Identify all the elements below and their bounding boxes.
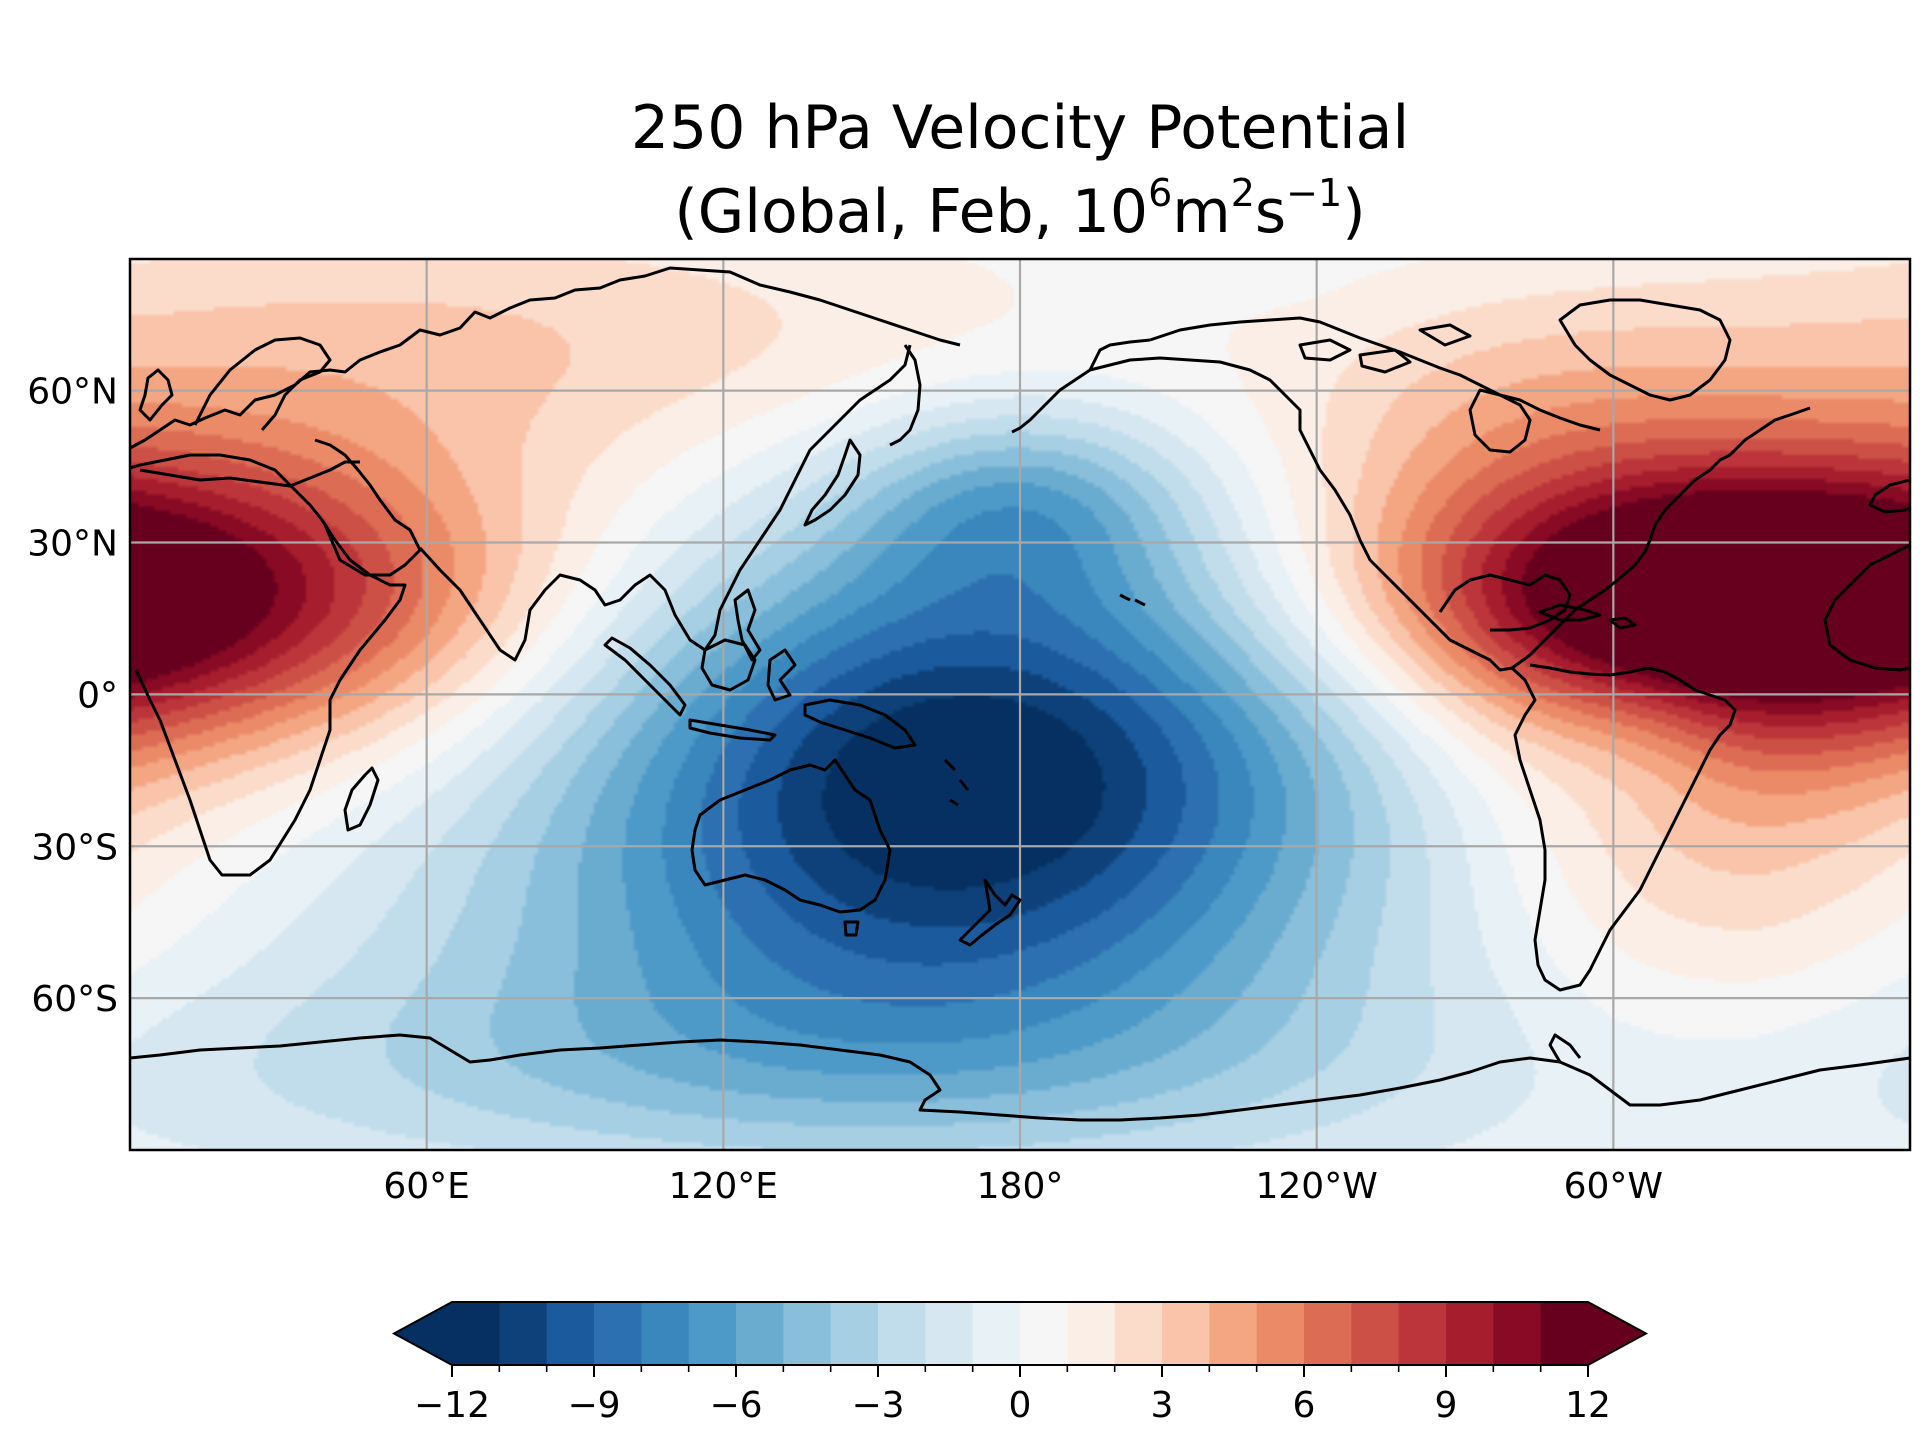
colorbar-segment — [641, 1302, 690, 1365]
coast-north-america — [1089, 356, 1811, 672]
coast-australia — [690, 758, 892, 914]
colorbar-extend-min — [394, 1302, 452, 1365]
colorbar-segment — [972, 1302, 1021, 1365]
coast-greenland — [1558, 298, 1732, 402]
colorbar-segment — [1493, 1302, 1542, 1365]
coast-java — [688, 718, 777, 742]
colorbar-segment — [925, 1302, 974, 1365]
colorbar-tick-label: −3 — [851, 1385, 904, 1426]
colorbar-segment — [1398, 1302, 1447, 1365]
coast-tasmania — [843, 920, 860, 937]
colorbar-segment — [830, 1302, 879, 1365]
colorbar-segment — [1304, 1302, 1352, 1365]
coast-europe — [130, 266, 961, 450]
coast-arabia — [314, 438, 422, 577]
coast-borneo — [700, 638, 757, 692]
coast-sumatra — [603, 636, 687, 717]
coast-antarctic-peninsula — [1548, 1033, 1582, 1063]
coast-new-guinea — [803, 698, 917, 750]
coast-kamchatka — [889, 344, 922, 447]
colorbar-tick-label: −12 — [414, 1385, 490, 1426]
lon-tick-label: 60°W — [1564, 1166, 1663, 1207]
colorbar-tick-label: 9 — [1435, 1385, 1458, 1426]
title-sup-2: 2 — [1231, 171, 1255, 215]
colorbar-segment — [546, 1302, 595, 1365]
coast-scandinavia — [193, 336, 332, 431]
colorbar: −12 −9 −6 −3 0 3 6 9 12 — [391, 1301, 1649, 1426]
colorbar-segment — [594, 1302, 642, 1365]
lon-tick-label: 60°E — [383, 1166, 470, 1207]
colorbar-segment — [499, 1302, 548, 1365]
lat-tick-label: 30°S — [31, 827, 118, 868]
chart-title-line2: (Global, Feb, 106m2s−1) — [674, 171, 1365, 247]
lat-tick-label: 30°N — [27, 524, 118, 565]
colorbar-tick-label: 0 — [1009, 1385, 1032, 1426]
coast-caribbean — [1538, 603, 1637, 630]
coast-antarctica — [130, 1033, 1910, 1122]
coast-japan — [803, 438, 862, 527]
colorbar-segment — [1446, 1302, 1494, 1365]
colorbar-tick-labels: −12 −9 −6 −3 0 3 6 9 12 — [414, 1365, 1611, 1426]
map-frame — [128, 257, 1912, 1152]
lon-tick-label: 180° — [977, 1166, 1064, 1207]
title-mid-1: m — [1172, 177, 1230, 247]
colorbar-segment — [878, 1302, 926, 1365]
coastlines — [130, 266, 1910, 1122]
coast-mediterranean — [139, 460, 360, 488]
title-sup-1: 6 — [1148, 171, 1172, 215]
colorbar-tick-label: 6 — [1293, 1385, 1316, 1426]
title-prefix: (Global, Feb, 10 — [674, 177, 1148, 247]
coast-iberia — [1868, 478, 1910, 514]
title-suffix: ) — [1342, 177, 1365, 247]
colorbar-segment — [688, 1302, 737, 1365]
colorbar-segment — [736, 1302, 784, 1365]
colorbar-tick-label: −6 — [709, 1385, 762, 1426]
coast-madagascar — [343, 766, 380, 832]
colorbar-segment — [1256, 1302, 1305, 1365]
coast-gulf — [1438, 573, 1572, 632]
coast-africa — [130, 453, 407, 877]
coast-arctic-canada — [1149, 316, 1601, 432]
colorbar-segment — [1020, 1302, 1068, 1365]
lat-tick-labels: 60°N 30°N 0° 30°S 60°S — [27, 372, 118, 1021]
lon-tick-labels: 60°E 120°E 180° 120°W 60°W — [383, 1166, 1663, 1207]
coast-sulawesi — [766, 648, 797, 702]
lat-tick-label: 60°N — [27, 372, 118, 413]
colorbar-segment — [1162, 1302, 1210, 1365]
title-sup-3: −1 — [1286, 171, 1342, 215]
colorbar-segment — [1067, 1302, 1116, 1365]
map-panel: 60°N30°N0°30°S60°S 60°E 120°E 180° 120°W 60°… — [27, 257, 1912, 1207]
coast-arctic-islands — [1298, 323, 1472, 374]
title-mid-2: s — [1255, 177, 1286, 247]
lat-tick-label: 60°S — [31, 979, 118, 1020]
colorbar-segment — [1540, 1302, 1589, 1365]
lon-tick-label: 120°E — [669, 1166, 778, 1207]
coast-south-america — [1510, 663, 1737, 992]
coast-new-zealand — [958, 878, 1022, 947]
colorbar-tick-label: 3 — [1151, 1385, 1174, 1426]
lat-tick-label: 0° — [77, 675, 118, 716]
lon-tick-label: 120°W — [1256, 1166, 1378, 1207]
coast-philippines — [733, 588, 762, 662]
coast-west-africa — [1823, 543, 1910, 672]
coast-south-asia — [418, 344, 912, 662]
coast-britain — [138, 368, 174, 422]
colorbar-segment — [1114, 1302, 1163, 1365]
coast-hudson-bay — [1468, 388, 1532, 454]
coast-alaska — [1011, 338, 1151, 434]
colorbar-segment — [1209, 1302, 1258, 1365]
colorbar-segments — [391, 1301, 1649, 1366]
gridlines — [130, 259, 1910, 1150]
colorbar-segment — [1351, 1302, 1400, 1365]
colorbar-segment — [783, 1302, 832, 1365]
colorbar-tick-label: −9 — [567, 1385, 620, 1426]
coast-pacific-islands — [943, 593, 1146, 807]
colorbar-segment — [452, 1302, 500, 1365]
colorbar-extend-max — [1588, 1302, 1646, 1365]
chart-title-line1: 250 hPa Velocity Potential — [631, 93, 1409, 163]
colorbar-tick-label: 12 — [1565, 1385, 1611, 1426]
